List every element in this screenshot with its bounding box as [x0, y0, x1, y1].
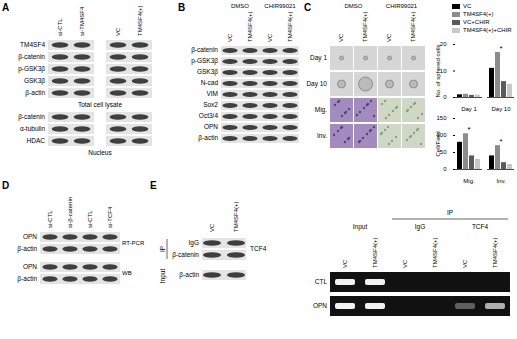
svg-text:si-CTL: si-CTL	[57, 18, 63, 36]
svg-text:50: 50	[440, 149, 447, 155]
svg-text:si-TCF4: si-TCF4	[107, 206, 113, 228]
svg-text:OPN: OPN	[23, 263, 37, 270]
svg-text:*: *	[499, 44, 502, 53]
svg-text:IP: IP	[447, 209, 453, 216]
svg-text:TCF4: TCF4	[472, 223, 489, 230]
svg-text:OPN: OPN	[313, 302, 327, 309]
svg-text:β-catenin: β-catenin	[18, 53, 45, 61]
svg-text:Oct3/4: Oct3/4	[199, 112, 219, 119]
svg-text:WB: WB	[122, 270, 132, 276]
svg-text:Day 1: Day 1	[461, 106, 477, 112]
svg-text:β-actin: β-actin	[25, 89, 45, 97]
svg-text:VC: VC	[402, 259, 408, 268]
svg-text:GSK3β: GSK3β	[197, 68, 218, 76]
svg-text:Cell/Field: Cell/Field	[435, 131, 441, 156]
svg-text:CHIR99021: CHIR99021	[264, 3, 296, 9]
svg-text:si-β-catenin: si-β-catenin	[67, 197, 73, 228]
svg-text:TM4SF4(+): TM4SF4(+)	[432, 237, 438, 268]
svg-text:β-catenin: β-catenin	[191, 46, 218, 54]
svg-text:20: 20	[440, 41, 447, 47]
svg-text:B: B	[178, 2, 185, 13]
svg-text:Day 10: Day 10	[491, 106, 511, 112]
svg-text:VC: VC	[338, 33, 344, 42]
svg-text:0: 0	[443, 166, 447, 172]
svg-text:VC: VC	[115, 27, 121, 36]
svg-text:si-CTL: si-CTL	[87, 210, 93, 228]
svg-text:Mig.: Mig.	[463, 178, 475, 184]
svg-text:TM4SF4(+): TM4SF4(+)	[372, 237, 378, 268]
svg-text:TM4SF4(+): TM4SF4(+)	[287, 11, 293, 42]
svg-text:TM4SF4: TM4SF4	[20, 41, 45, 48]
svg-text:100: 100	[436, 132, 447, 139]
svg-text:β-catenin: β-catenin	[18, 113, 45, 121]
html-text:VC: VC	[463, 3, 472, 9]
svg-text:α-tubulin: α-tubulin	[20, 125, 45, 132]
svg-text:TM4SF4(+): TM4SF4(+)	[362, 11, 368, 42]
svg-text:TM4SF4(+): TM4SF4(+)	[410, 11, 416, 42]
svg-text:VC: VC	[227, 33, 233, 42]
svg-text:CHIR99021: CHIR99021	[386, 3, 418, 9]
svg-text:Total cell lysate: Total cell lysate	[78, 101, 122, 109]
svg-text:DMSO: DMSO	[345, 3, 363, 9]
svg-text:Sox2: Sox2	[203, 101, 218, 108]
svg-text:Inv.: Inv.	[317, 132, 327, 139]
svg-text:Input: Input	[159, 269, 167, 284]
svg-text:CTL: CTL	[315, 278, 328, 285]
svg-text:GSK3β: GSK3β	[24, 77, 45, 85]
html-text:TM4SF4(+): TM4SF4(+)	[463, 11, 494, 17]
svg-text:IP: IP	[159, 246, 166, 252]
svg-text:TM4SF4(+): TM4SF4(+)	[233, 201, 239, 232]
svg-text:VC: VC	[342, 259, 348, 268]
svg-text:N-cad: N-cad	[201, 79, 219, 86]
svg-text:RT-PCR: RT-PCR	[122, 240, 145, 246]
svg-text:VC: VC	[209, 223, 215, 232]
svg-text:TM4SF4(+): TM4SF4(+)	[247, 11, 253, 42]
svg-text:*: *	[467, 125, 470, 134]
svg-text:150: 150	[436, 115, 447, 121]
svg-text:*: *	[499, 137, 502, 146]
svg-text:si-CTL: si-CTL	[47, 210, 53, 228]
svg-text:Day 1: Day 1	[310, 54, 327, 62]
html-text:VC+CHIR: VC+CHIR	[463, 19, 490, 25]
svg-text:p-GSK3β: p-GSK3β	[191, 57, 218, 65]
svg-text:VIM: VIM	[206, 90, 218, 97]
svg-text:Input: Input	[353, 223, 368, 231]
svg-text:TCF4: TCF4	[250, 245, 267, 252]
svg-text:Mig.: Mig.	[315, 106, 327, 114]
svg-text:D: D	[2, 180, 9, 191]
html-text:TM4SF4(+)+CHIR: TM4SF4(+)+CHIR	[463, 27, 512, 33]
svg-text:TM4SF4(+): TM4SF4(+)	[137, 5, 143, 36]
svg-text:IgG: IgG	[189, 239, 199, 247]
svg-text:DMSO: DMSO	[231, 3, 249, 9]
svg-text:10: 10	[440, 68, 447, 74]
svg-text:Nucleus: Nucleus	[88, 149, 112, 156]
svg-text:OPN: OPN	[23, 233, 37, 240]
svg-text:No. of sphered cells: No. of sphered cells	[435, 44, 441, 97]
svg-text:β-actin: β-actin	[17, 275, 37, 283]
svg-text:HDAC: HDAC	[27, 137, 46, 144]
svg-text:A: A	[2, 2, 9, 13]
svg-text:β-actin: β-actin	[179, 271, 199, 279]
svg-text:0: 0	[443, 94, 447, 100]
svg-text:p-GSK3β: p-GSK3β	[18, 65, 45, 73]
svg-text:VC: VC	[267, 33, 273, 42]
svg-text:β-catenin: β-catenin	[172, 251, 199, 259]
svg-text:TM4SF4(+): TM4SF4(+)	[492, 237, 498, 268]
svg-text:β-actin: β-actin	[198, 134, 218, 142]
svg-text:Day 10: Day 10	[306, 80, 327, 88]
svg-text:VC: VC	[386, 33, 392, 42]
svg-text:si-TM4SF4: si-TM4SF4	[79, 6, 85, 36]
svg-text:E: E	[150, 180, 157, 191]
svg-text:VC: VC	[462, 259, 468, 268]
svg-text:IgG: IgG	[415, 223, 425, 231]
svg-text:β-actin: β-actin	[17, 245, 37, 253]
svg-text:OPN: OPN	[204, 123, 218, 130]
svg-text:C: C	[304, 2, 311, 13]
svg-text:Inv.: Inv.	[496, 178, 506, 184]
